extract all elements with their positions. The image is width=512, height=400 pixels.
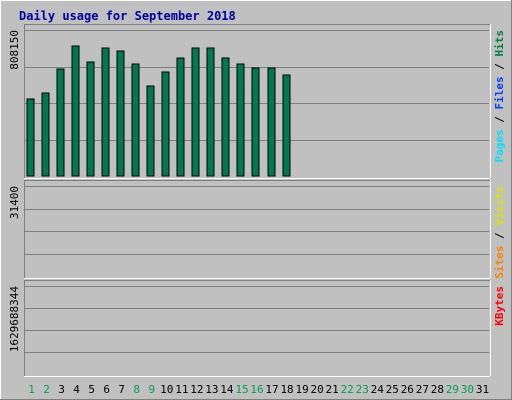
panel-visits-axis-label-part-1: / — [493, 226, 506, 246]
x-tick-label-day-4: 4 — [73, 383, 80, 396]
bar-hits-day-4 — [71, 45, 80, 177]
panel-hits-axis-label-part-1: / — [493, 110, 506, 130]
panel-hits-axis-label-part-2: Files — [493, 76, 506, 109]
x-tick-label-day-3: 3 — [58, 383, 65, 396]
panel-visits-ymax-label: 31400 — [8, 186, 21, 219]
chart-panels: 808150 Pages / Files / Hits 31400 Sites / V… — [8, 24, 506, 377]
panel-visits-plot-area — [24, 180, 490, 278]
bar-hits-day-15 — [236, 63, 245, 177]
x-tick-label-day-22: 22 — [341, 383, 354, 396]
bar-hits-day-17 — [267, 67, 276, 177]
x-tick-label-day-18: 18 — [280, 383, 293, 396]
x-tick-label-day-27: 27 — [416, 383, 429, 396]
bar-hits-day-5 — [86, 61, 95, 177]
bar-hits-day-14 — [221, 57, 230, 177]
panel-visits-axis-label: Sites / Visits — [493, 186, 506, 279]
x-tick-label-day-6: 6 — [103, 383, 110, 396]
panel-kbytes-ymax-label: 1629688344 — [8, 286, 21, 353]
x-tick-label-day-19: 19 — [295, 383, 308, 396]
x-tick-label-day-12: 12 — [190, 383, 203, 396]
x-tick-label-day-16: 16 — [250, 383, 263, 396]
bar-hits-day-3 — [56, 68, 65, 177]
bar-hits-day-7 — [116, 50, 125, 177]
x-tick-label-day-25: 25 — [386, 383, 399, 396]
panel-kbytes-axis-label-part-0: KBytes — [493, 286, 506, 326]
bar-hits-day-6 — [101, 47, 110, 177]
x-tick-label-day-28: 28 — [431, 383, 444, 396]
bar-hits-day-10 — [161, 71, 170, 177]
panel-hits-axis-label: Pages / Files / Hits — [493, 30, 506, 163]
bar-hits-day-11 — [176, 57, 185, 177]
bar-hits-day-8 — [131, 63, 140, 177]
x-tick-label-day-1: 1 — [28, 383, 35, 396]
panel-hits-ymax-label: 808150 — [8, 30, 21, 70]
x-tick-label-day-14: 14 — [220, 383, 234, 396]
x-tick-labels: 1 2 3 4 5 6 7 8 9 10 11 12 13 14 15 16 17 18 19 20 21 22 23 24 2… — [28, 383, 489, 396]
x-tick-label-day-15: 15 — [235, 383, 248, 396]
panel-hits-axis-label-part-0: Pages — [493, 129, 506, 162]
bar-hits-day-1 — [26, 98, 35, 177]
bar-hits-day-13 — [206, 47, 215, 177]
panel-hits-axis-label-part-3: / — [493, 57, 506, 77]
x-tick-label-day-30: 30 — [461, 383, 474, 396]
x-tick-label-day-2: 2 — [43, 383, 50, 396]
panel-hits-axis-label-part-4: Hits — [493, 30, 506, 57]
x-tick-label-day-7: 7 — [118, 383, 125, 396]
chart-title: Daily usage for September 2018 — [19, 9, 236, 23]
x-tick-label-day-10: 10 — [160, 383, 173, 396]
panel-hits: 808150 Pages / Files / Hits — [8, 24, 506, 179]
panel-visits-axis-label-part-0: Sites — [493, 246, 506, 279]
x-tick-label-day-5: 5 — [88, 383, 95, 396]
x-tick-label-day-23: 23 — [356, 383, 369, 396]
x-tick-label-day-24: 24 — [371, 383, 385, 396]
x-tick-label-day-21: 21 — [326, 383, 339, 396]
panel-visits-axis-label-part-2: Visits — [493, 186, 506, 226]
bar-hits-day-12 — [191, 47, 200, 177]
panel-kbytes-plot-area — [24, 280, 490, 376]
bar-hits-day-18 — [282, 74, 291, 177]
bar-hits-day-2 — [41, 92, 50, 177]
panel-kbytes-axis-label: KBytes — [493, 286, 506, 326]
x-tick-label-day-9: 9 — [148, 383, 155, 396]
bar-hits-day-9 — [146, 85, 155, 177]
x-tick-label-day-20: 20 — [311, 383, 324, 396]
x-tick-label-day-8: 8 — [133, 383, 140, 396]
x-tick-label-day-11: 11 — [175, 383, 188, 396]
x-tick-label-day-13: 13 — [205, 383, 218, 396]
x-tick-label-day-17: 17 — [265, 383, 278, 396]
panel-kbytes: 1629688344 KBytes — [8, 280, 506, 377]
bar-hits-day-16 — [251, 67, 260, 177]
x-tick-label-day-31: 31 — [476, 383, 489, 396]
x-tick-label-day-29: 29 — [446, 383, 459, 396]
panel-visits: 31400 Sites / Visits — [8, 180, 506, 279]
x-tick-label-day-26: 26 — [401, 383, 414, 396]
